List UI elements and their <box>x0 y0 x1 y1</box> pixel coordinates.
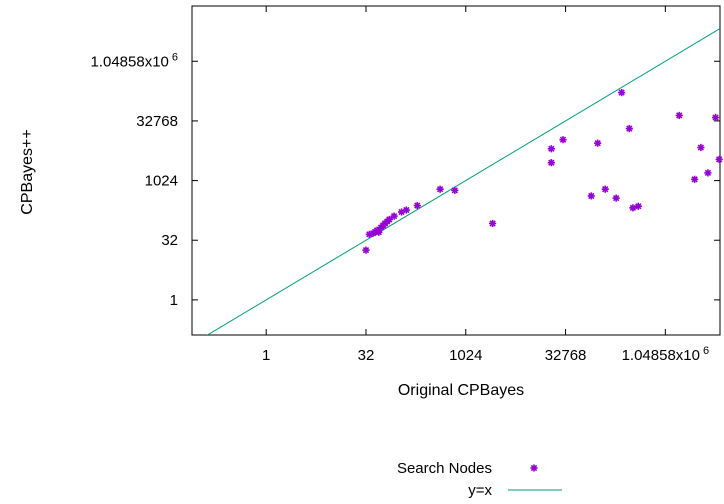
data-point <box>697 143 705 152</box>
x-axis-label: Original CPBayes <box>398 382 524 399</box>
data-point <box>451 186 459 194</box>
data-point <box>625 124 633 133</box>
data-point <box>547 145 555 153</box>
diagonal-series <box>206 28 720 335</box>
data-point <box>385 215 393 224</box>
data-point <box>601 185 609 193</box>
data-point <box>390 212 398 220</box>
data-point <box>675 111 683 120</box>
data-point <box>488 219 497 228</box>
data-point <box>402 206 410 214</box>
legend: Search Nodes y=x <box>397 460 562 499</box>
x-tick-label: 1.04858x10 6 <box>622 345 710 364</box>
scatter-series <box>362 88 723 254</box>
x-tick-label: 1 <box>262 347 270 364</box>
y-tick-label: 1.04858x10 6 <box>90 51 178 70</box>
data-point <box>691 175 699 183</box>
plot-area <box>191 5 721 336</box>
y-axis-label: CPBayes++ <box>19 129 36 214</box>
data-point <box>594 139 602 147</box>
data-point <box>413 201 421 210</box>
x-tick-label: 32768 <box>545 347 587 364</box>
data-point <box>547 159 555 167</box>
data-point <box>715 155 723 164</box>
y-tick-label: 32 <box>161 232 178 249</box>
data-point <box>704 169 712 177</box>
legend-label: Search Nodes <box>397 460 492 477</box>
y-tick-label: 1024 <box>145 173 178 190</box>
data-point <box>587 192 595 200</box>
data-point <box>559 136 567 144</box>
data-point <box>436 185 444 193</box>
x-tick-label: 1024 <box>449 347 482 364</box>
y-tick-label: 1 <box>170 292 178 309</box>
axis-ticks: 1 32 1024 32768 1.04858x10 6 1 32 1024 32768 1.048… <box>90 6 720 364</box>
data-point <box>618 88 626 97</box>
data-point <box>634 202 642 210</box>
data-point <box>629 204 637 212</box>
y-tick-label: 32768 <box>136 113 178 130</box>
x-tick-label: 32 <box>358 347 375 364</box>
legend-label: y=x <box>468 482 492 499</box>
y-equals-x-line <box>206 28 720 335</box>
data-point <box>612 194 620 202</box>
legend-marker <box>530 464 538 472</box>
data-point <box>711 113 720 122</box>
data-point <box>362 246 370 254</box>
plot-frame <box>191 5 721 336</box>
